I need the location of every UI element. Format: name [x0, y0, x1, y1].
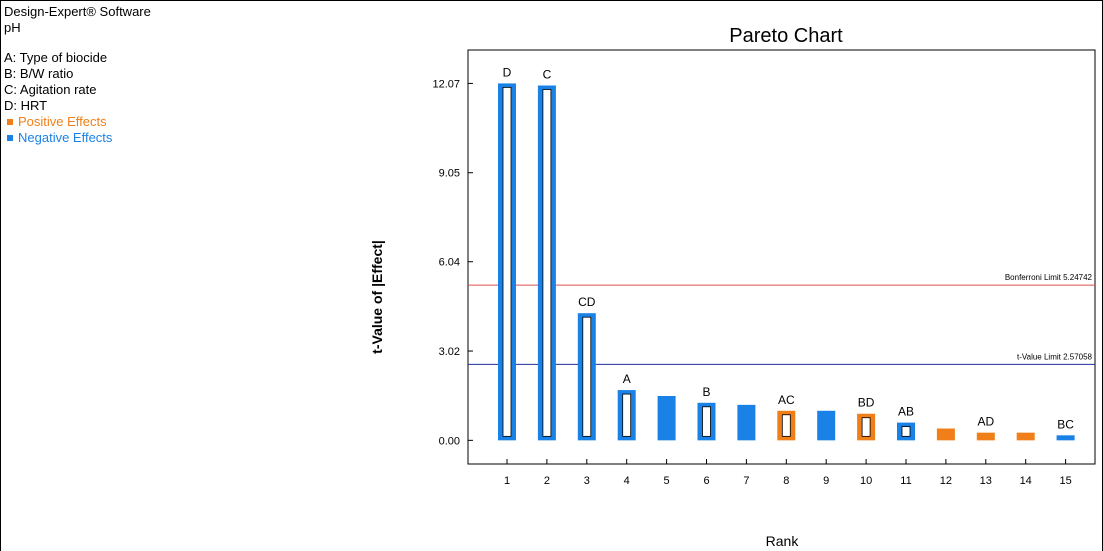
legend-negative-label: Negative Effects	[18, 130, 113, 145]
bar-hollow	[781, 414, 791, 437]
positive-swatch-icon	[7, 119, 13, 125]
factor-d: D: HRT	[4, 98, 48, 113]
bar-label: AD	[977, 415, 994, 429]
bar-hollow	[861, 417, 871, 437]
x-tick-label: 13	[980, 475, 992, 487]
bar-hollow	[582, 316, 592, 437]
negative-swatch-icon	[7, 135, 13, 141]
y-axis-label: t-Value of |Effect|	[369, 240, 385, 354]
legend-negative: Negative Effects	[4, 130, 151, 146]
y-tick-label: 3.02	[439, 346, 460, 358]
x-tick-label: 9	[823, 475, 829, 487]
bar-label: B	[702, 385, 710, 399]
factor-b: B: B/W ratio	[4, 66, 74, 81]
x-tick-label: 12	[940, 475, 952, 487]
legend-positive-label: Positive Effects	[18, 114, 107, 129]
bar	[817, 410, 836, 441]
factor-a: A: Type of biocide	[4, 50, 108, 65]
y-axis: 0.00 3.02 6.04 9.05 12.07	[432, 78, 473, 447]
x-tick-label: 11	[900, 475, 911, 487]
x-tick-label: 8	[783, 475, 789, 487]
x-tick-label: 6	[703, 475, 709, 487]
bar-label: C	[543, 67, 552, 81]
bar	[1016, 432, 1035, 441]
bar	[1056, 435, 1075, 441]
y-tick-label: 12.07	[432, 78, 460, 90]
limit-lines: Bonferroni Limit 5.24742 t-Value Limit 2.…	[468, 273, 1095, 365]
bar-label: AB	[898, 405, 914, 419]
bar	[976, 432, 995, 441]
limit-label-bonferroni: Bonferroni Limit 5.24742	[1005, 273, 1093, 282]
limit-label-tlimit: t-Value Limit 2.57058	[1017, 352, 1093, 361]
response-name: pH	[4, 20, 21, 35]
bar-label: BD	[858, 396, 875, 410]
bar-label: AC	[778, 393, 795, 407]
bar	[657, 395, 676, 441]
legend-positive: Positive Effects	[4, 114, 151, 130]
bar-label: A	[623, 372, 631, 386]
factor-c: C: Agitation rate	[4, 82, 97, 97]
bar	[737, 404, 756, 441]
x-tick-label: 4	[624, 475, 630, 487]
x-tick-label: 3	[584, 475, 590, 487]
bar-hollow	[502, 87, 512, 437]
x-axis: 1 2 3 4 5 6 7 8 9 10 11 12 13 14 15	[504, 459, 1072, 487]
bar-label: D	[503, 65, 512, 79]
x-tick-label: 2	[544, 475, 550, 487]
x-tick-label: 15	[1059, 475, 1071, 487]
bar	[936, 428, 955, 441]
x-axis-label: Rank	[766, 533, 800, 549]
x-tick-label: 5	[664, 475, 670, 487]
y-tick-label: 0.00	[439, 435, 460, 447]
y-tick-label: 6.04	[439, 257, 460, 269]
bar-label: BC	[1057, 417, 1074, 431]
plot-area	[467, 49, 1096, 465]
x-tick-label: 14	[1020, 475, 1032, 487]
bar-label: CD	[578, 295, 596, 309]
bar-hollow	[901, 426, 911, 437]
x-tick-label: 1	[504, 475, 510, 487]
bar-hollow	[702, 406, 711, 437]
info-panel: Design-Expert® Software pH A: Type of bi…	[4, 4, 151, 146]
bar-hollow	[542, 89, 552, 437]
x-tick-label: 7	[743, 475, 749, 487]
x-tick-label: 10	[860, 475, 872, 487]
bar-hollow	[622, 393, 632, 437]
chart-title: Pareto Chart	[729, 25, 843, 47]
software-name: Design-Expert® Software	[4, 4, 151, 19]
y-tick-label: 9.05	[439, 168, 460, 180]
